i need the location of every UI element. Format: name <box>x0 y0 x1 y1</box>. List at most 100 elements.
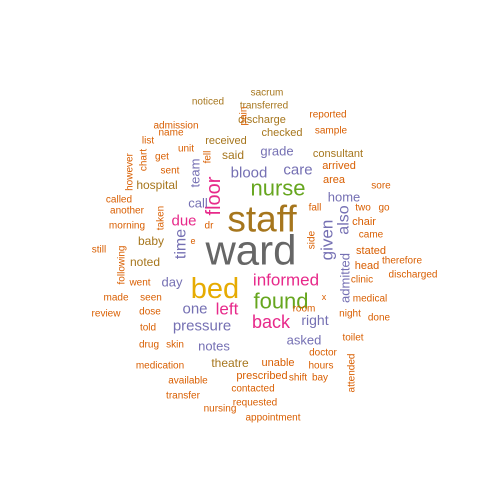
word-pain: pain <box>239 107 250 126</box>
word-toilet: toilet <box>342 333 363 344</box>
word-noted: noted <box>130 255 160 269</box>
word-following: following <box>117 246 128 285</box>
word-seen: seen <box>140 293 162 304</box>
word-pressure: pressure <box>173 318 231 335</box>
word-home: home <box>328 190 361 205</box>
word-ward: ward <box>204 227 296 274</box>
word-back: back <box>252 312 291 332</box>
word-review: review <box>92 309 122 320</box>
word-sacrum: sacrum <box>251 88 284 99</box>
word-head: head <box>355 260 379 272</box>
word-given: given <box>318 220 337 261</box>
word-dr: dr <box>205 221 215 232</box>
word-time: time <box>173 229 190 259</box>
word-care: care <box>283 162 312 179</box>
word-floor: floor <box>203 176 225 215</box>
word-requested: requested <box>233 398 277 409</box>
word-asked: asked <box>287 333 322 348</box>
word-discharged: discharged <box>389 270 438 281</box>
word-said: said <box>222 148 244 162</box>
word-hours: hours <box>308 361 333 372</box>
word-e: e <box>190 236 195 246</box>
word-still: still <box>92 245 106 256</box>
word-baby: baby <box>138 234 164 248</box>
word-grade: grade <box>260 144 293 159</box>
word-received: received <box>205 135 247 147</box>
word-stated: stated <box>356 245 386 257</box>
word-drug: drug <box>139 340 159 351</box>
word-shift: shift <box>289 373 308 384</box>
word-checked: checked <box>262 127 303 139</box>
word-one: one <box>182 301 207 318</box>
word-staff: staff <box>227 199 297 240</box>
word-doctor: doctor <box>309 348 337 359</box>
word-chair: chair <box>352 216 376 228</box>
word-sore: sore <box>371 181 391 192</box>
word-found: found <box>253 289 308 314</box>
word-get: get <box>155 152 169 163</box>
word-consultant: consultant <box>313 148 363 160</box>
word-skin: skin <box>166 340 184 351</box>
word-bed: bed <box>191 273 239 305</box>
word-another: another <box>110 206 145 217</box>
word-area: area <box>323 174 346 186</box>
word-nursing: nursing <box>204 404 237 415</box>
word-prescribed: prescribed <box>236 370 287 382</box>
word-however: however <box>125 152 136 190</box>
word-sent: sent <box>161 166 180 177</box>
word-dose: dose <box>139 307 161 318</box>
word-hospital: hospital <box>136 178 177 192</box>
word-nurse: nurse <box>250 176 305 201</box>
word-side: side <box>307 230 318 249</box>
word-night: night <box>339 309 361 320</box>
word-attended: attended <box>347 354 358 393</box>
word-medication: medication <box>136 361 184 372</box>
word-x: x <box>322 292 327 302</box>
word-fall: fall <box>309 203 322 214</box>
word-transferred: transferred <box>240 101 288 112</box>
word-reported: reported <box>309 110 346 121</box>
word-call: call <box>188 196 208 211</box>
word-went: went <box>128 278 150 289</box>
word-came: came <box>359 230 384 241</box>
word-unable: unable <box>261 357 294 369</box>
word-blood: blood <box>231 165 268 182</box>
word-also: also <box>336 205 353 234</box>
word-transfer: transfer <box>166 391 201 402</box>
word-done: done <box>368 313 391 324</box>
word-two: two <box>355 203 371 214</box>
word-sample: sample <box>315 126 348 137</box>
word-room: room <box>293 304 316 315</box>
word-therefore: therefore <box>382 256 422 267</box>
word-discharge: discharge <box>238 114 286 126</box>
word-told: told <box>140 323 156 334</box>
word-available: available <box>168 376 208 387</box>
word-right: right <box>301 312 328 328</box>
word-clinic: clinic <box>351 275 373 286</box>
word-day: day <box>162 275 183 290</box>
word-go: go <box>378 203 390 214</box>
word-fell: fell <box>203 151 214 164</box>
word-chart: chart <box>139 149 150 171</box>
word-unit: unit <box>178 144 194 155</box>
word-medical: medical <box>353 294 387 305</box>
word-contacted: contacted <box>231 384 274 395</box>
word-team: team <box>188 159 203 188</box>
word-name: name <box>158 128 183 139</box>
word-appointment: appointment <box>245 413 300 424</box>
word-noticed: noticed <box>192 97 224 108</box>
word-informed: informed <box>253 271 319 290</box>
word-arrived: arrived <box>322 160 356 172</box>
word-admission: admission <box>153 121 198 132</box>
word-list: list <box>142 136 154 147</box>
word-admitted: admitted <box>338 253 353 303</box>
word-bay: bay <box>312 373 328 384</box>
word-notes: notes <box>198 339 230 354</box>
word-called: called <box>106 195 132 206</box>
word-morning: morning <box>109 221 145 232</box>
word-left: left <box>216 300 239 319</box>
word-theatre: theatre <box>211 356 249 370</box>
word-taken: taken <box>156 206 167 230</box>
